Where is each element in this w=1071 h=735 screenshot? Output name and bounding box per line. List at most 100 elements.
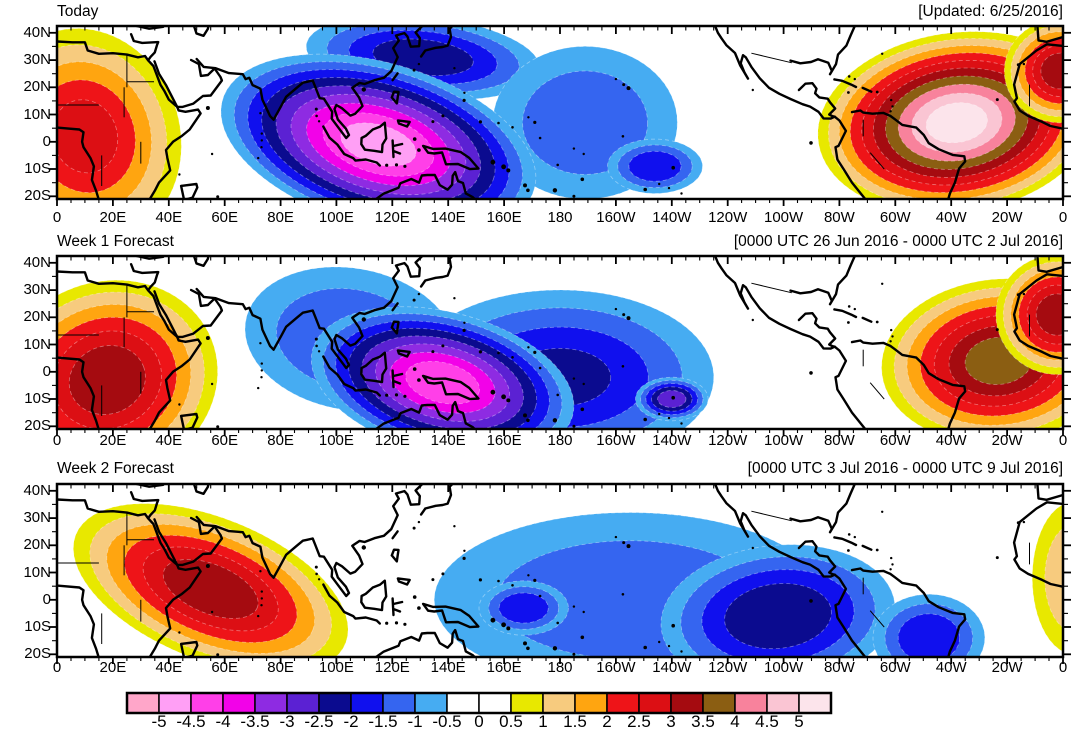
lon-tick-label: 40E <box>155 209 183 226</box>
colorbar-cell <box>574 692 608 714</box>
lat-tick-label: 10N <box>23 335 51 353</box>
colorbar-cell <box>798 692 832 714</box>
colorbar-cell <box>382 692 416 714</box>
colorbar-cell <box>670 692 704 714</box>
lon-tick-label: 40W <box>935 209 967 226</box>
coastlines <box>57 484 1063 657</box>
colorbar-tick-label: -0.5 <box>432 712 462 731</box>
lon-tick-label: 0 <box>52 659 62 676</box>
lon-tick-label: 140W <box>652 432 692 449</box>
colorbar-cell <box>318 692 352 714</box>
colorbar-cell <box>446 692 480 714</box>
lon-tick-label: 60W <box>879 209 911 226</box>
map-frame <box>55 24 1065 201</box>
lon-tick-label: 100E <box>318 209 354 226</box>
colorbar-tick-label: -3.5 <box>240 712 270 731</box>
colorbar-cell <box>542 692 576 714</box>
lon-tick-label: 100E <box>318 432 354 449</box>
lon-tick-label: 100W <box>764 432 804 449</box>
lat-tick-label: 20S <box>24 417 51 435</box>
lon-tick-label: 140E <box>430 432 466 449</box>
map-panel-week1 <box>49 254 1071 436</box>
lon-tick-label: 80E <box>267 659 294 676</box>
lon-tick-label: 80W <box>823 659 855 676</box>
coastlines <box>57 256 1063 429</box>
lon-tick-label: 140E <box>430 209 466 226</box>
colorbar-tick-label: 2 <box>602 712 612 731</box>
lon-tick-label: 160W <box>596 209 636 226</box>
lon-tick-label: 0 <box>52 209 62 226</box>
country-borders <box>57 52 1030 186</box>
panel-3-title: Week 2 Forecast <box>57 460 174 477</box>
lon-tick-label: 60E <box>211 432 239 449</box>
lon-tick-label: 160E <box>486 432 522 449</box>
map-frame <box>55 482 1065 659</box>
lon-tick-label: 180 <box>547 432 573 449</box>
lon-tick-label: 0 <box>1058 209 1068 226</box>
colorbar-tick-label: 4 <box>730 712 740 731</box>
colorbar-tick-label: 1.5 <box>563 712 587 731</box>
colorbar-tick-label: 3 <box>666 712 676 731</box>
lon-tick-label: 100E <box>318 659 354 676</box>
colorbar-cell <box>766 692 800 714</box>
island-dots <box>178 510 1026 657</box>
colorbar-tick-label: 2.5 <box>627 712 651 731</box>
lon-tick-label: 100W <box>764 659 804 676</box>
colorbar-tick-label: -2 <box>343 712 359 731</box>
colorbar-tick-label: -2.5 <box>304 712 334 731</box>
colorbar-cell <box>638 692 672 714</box>
lon-tick-label: 120E <box>374 432 410 449</box>
country-borders <box>57 510 1030 644</box>
lon-tick-label: 0 <box>1058 432 1068 449</box>
lon-tick-label: 20W <box>991 432 1023 449</box>
colorbar-tick-label: -4.5 <box>176 712 206 731</box>
lon-tick-label: 80W <box>823 432 855 449</box>
lon-tick-label: 180 <box>547 209 573 226</box>
lat-tick-label: 10N <box>23 105 51 123</box>
lon-tick-label: 80W <box>823 209 855 226</box>
colorbar-cell <box>286 692 320 714</box>
lat-tick-label: 10S <box>24 390 51 407</box>
lat-tick-label: 20N <box>23 78 51 96</box>
island-dots <box>178 282 1026 429</box>
lon-tick-label: 180 <box>547 659 573 676</box>
colorbar-cell <box>254 692 288 714</box>
lat-tick-label: 0 <box>42 590 51 608</box>
colorbar-cell <box>414 692 448 714</box>
colorbar-tick-label: 5 <box>794 712 804 731</box>
colorbar-tick-label: -1 <box>407 712 423 731</box>
country-borders <box>57 282 1030 416</box>
lon-tick-label: 120E <box>374 659 410 676</box>
lon-tick-label: 20W <box>991 659 1023 676</box>
colorbar-tick-label: -5 <box>151 712 167 731</box>
colorbar-tick-label: -4 <box>215 712 231 731</box>
lon-tick-label: 100W <box>764 209 804 226</box>
lat-tick-label: 20N <box>23 536 51 554</box>
colorbar-tick-label: 0.5 <box>499 712 523 731</box>
lon-tick-label: 0 <box>1058 659 1068 676</box>
colorbar-cell <box>606 692 640 714</box>
lon-tick-label: 120W <box>708 659 748 676</box>
lon-tick-label: 20W <box>991 209 1023 226</box>
lon-tick-label: 120E <box>374 209 410 226</box>
colorbar-tick-label: -1.5 <box>368 712 398 731</box>
panel-1-title: Today <box>57 3 99 20</box>
colorbar-frame <box>125 691 833 715</box>
lat-tick-label: 20N <box>23 308 51 326</box>
colorbar <box>125 691 833 715</box>
lon-tick-label: 20E <box>99 209 127 226</box>
lat-tick-label: 30N <box>23 509 51 527</box>
lat-tick-label: 10S <box>24 160 51 177</box>
anomaly-field <box>72 503 1063 657</box>
lat-tick-label: 40N <box>23 253 51 271</box>
lon-tick-label: 160E <box>486 209 522 226</box>
lat-tick-label: 0 <box>42 362 51 380</box>
colorbar-cell <box>222 692 256 714</box>
lon-tick-label: 80E <box>267 209 294 226</box>
lat-tick-label: 40N <box>23 481 51 499</box>
island-dots <box>178 52 1026 199</box>
lat-tick-label: 10N <box>23 563 51 581</box>
colorbar-tick-label: 3.5 <box>691 712 715 731</box>
lat-tick-label: 40N <box>23 23 51 41</box>
